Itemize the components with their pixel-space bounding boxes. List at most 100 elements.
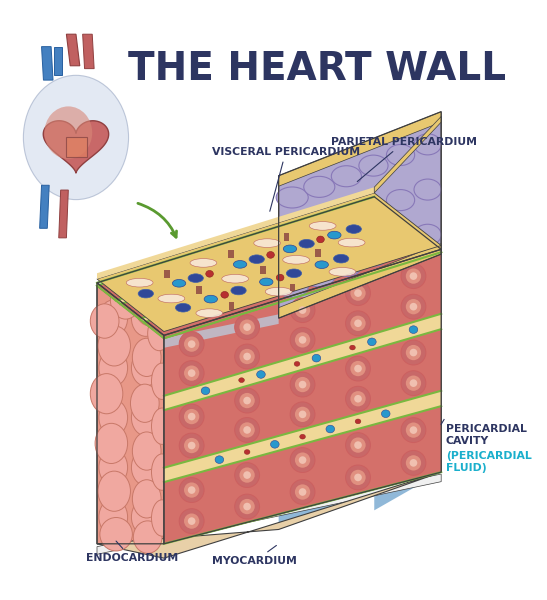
Bar (228, 250, 234, 258)
Circle shape (299, 381, 306, 388)
Ellipse shape (260, 278, 273, 286)
Ellipse shape (368, 338, 376, 346)
Ellipse shape (299, 239, 315, 248)
Polygon shape (164, 314, 278, 348)
Circle shape (235, 314, 259, 340)
Polygon shape (278, 112, 441, 186)
Ellipse shape (276, 277, 308, 298)
Ellipse shape (304, 221, 335, 242)
Ellipse shape (300, 434, 305, 439)
Circle shape (351, 316, 365, 331)
Ellipse shape (257, 371, 265, 378)
Circle shape (295, 332, 310, 347)
Circle shape (295, 407, 310, 422)
Circle shape (235, 388, 259, 413)
Circle shape (346, 356, 370, 381)
Ellipse shape (190, 259, 217, 267)
Circle shape (401, 263, 426, 289)
Ellipse shape (152, 408, 172, 445)
Ellipse shape (99, 400, 127, 436)
Ellipse shape (138, 289, 154, 298)
Circle shape (240, 467, 255, 483)
Ellipse shape (204, 295, 218, 303)
Polygon shape (139, 233, 421, 322)
Ellipse shape (254, 239, 281, 247)
Circle shape (299, 410, 306, 418)
Ellipse shape (386, 190, 415, 211)
Ellipse shape (95, 424, 127, 463)
Circle shape (351, 361, 365, 376)
Ellipse shape (110, 281, 141, 319)
Circle shape (401, 418, 426, 443)
Ellipse shape (328, 231, 341, 239)
Bar (165, 270, 170, 278)
Polygon shape (59, 190, 68, 238)
Ellipse shape (317, 236, 324, 243)
Ellipse shape (132, 338, 161, 376)
Circle shape (401, 451, 426, 475)
Ellipse shape (304, 176, 335, 197)
Polygon shape (374, 200, 441, 511)
Ellipse shape (267, 251, 275, 258)
Circle shape (299, 336, 306, 344)
Circle shape (354, 395, 362, 403)
Ellipse shape (98, 326, 131, 366)
Ellipse shape (359, 200, 388, 221)
Ellipse shape (331, 211, 362, 232)
Polygon shape (97, 200, 393, 301)
Ellipse shape (100, 518, 132, 551)
Circle shape (346, 311, 370, 336)
Ellipse shape (131, 384, 159, 422)
Circle shape (410, 426, 417, 434)
Ellipse shape (99, 350, 127, 386)
Ellipse shape (99, 499, 127, 535)
Circle shape (401, 371, 426, 395)
Circle shape (410, 272, 417, 280)
Circle shape (235, 418, 259, 442)
Circle shape (295, 484, 310, 500)
Ellipse shape (238, 378, 245, 383)
Polygon shape (42, 47, 53, 80)
Circle shape (243, 397, 251, 404)
Circle shape (235, 344, 259, 369)
Polygon shape (164, 406, 441, 544)
Ellipse shape (131, 400, 160, 436)
Ellipse shape (176, 304, 191, 312)
Circle shape (354, 319, 362, 327)
Circle shape (243, 323, 251, 331)
Circle shape (179, 361, 204, 386)
Ellipse shape (131, 350, 160, 386)
Circle shape (179, 509, 204, 533)
Ellipse shape (355, 419, 361, 424)
Circle shape (295, 452, 310, 468)
Polygon shape (116, 214, 398, 304)
Polygon shape (97, 472, 441, 558)
Circle shape (235, 494, 259, 519)
Circle shape (290, 479, 315, 505)
Circle shape (243, 503, 251, 511)
Ellipse shape (131, 499, 160, 535)
Polygon shape (97, 286, 164, 544)
Polygon shape (144, 236, 441, 338)
Ellipse shape (304, 266, 335, 287)
Ellipse shape (188, 274, 203, 283)
Ellipse shape (244, 449, 250, 454)
Circle shape (184, 365, 199, 381)
Circle shape (406, 268, 421, 284)
Circle shape (410, 379, 417, 387)
Ellipse shape (99, 300, 127, 337)
Ellipse shape (98, 471, 131, 511)
Ellipse shape (386, 145, 415, 166)
Circle shape (351, 391, 365, 406)
Polygon shape (278, 252, 441, 529)
Polygon shape (39, 185, 49, 228)
Circle shape (240, 499, 255, 514)
Circle shape (179, 478, 204, 502)
Ellipse shape (133, 521, 162, 553)
Ellipse shape (329, 268, 356, 276)
Ellipse shape (346, 225, 362, 233)
Ellipse shape (132, 432, 161, 470)
Circle shape (295, 377, 310, 392)
Text: THE HEART WALL: THE HEART WALL (128, 50, 506, 88)
Circle shape (354, 365, 362, 373)
